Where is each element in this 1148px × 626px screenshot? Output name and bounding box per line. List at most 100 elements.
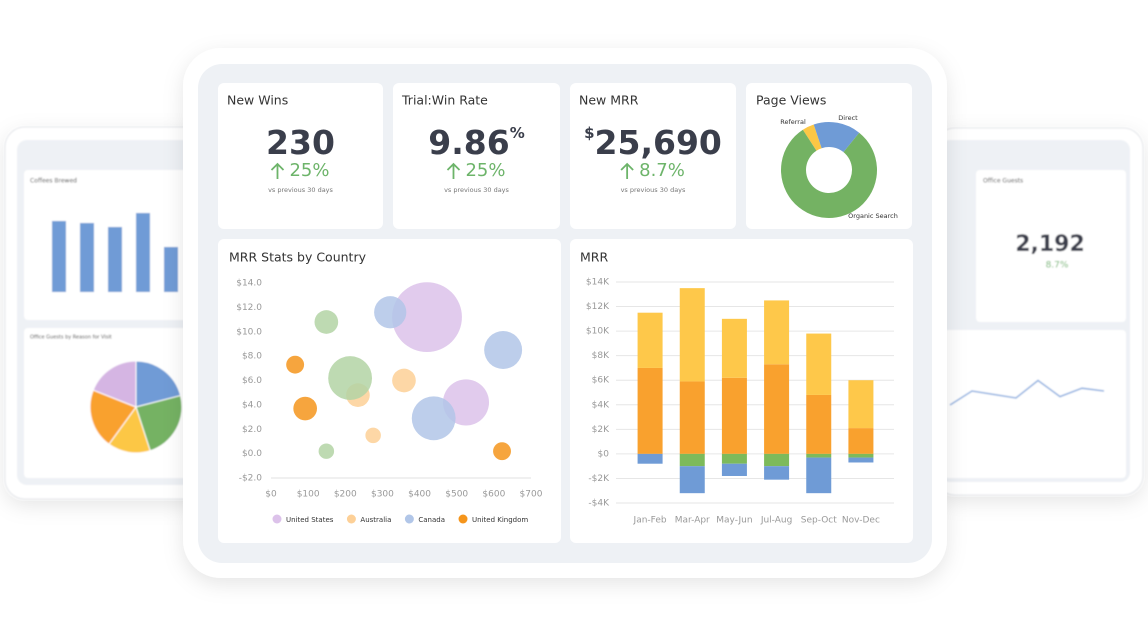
y-tick-label: $12K: [586, 302, 610, 312]
x-tick-label: $100: [297, 490, 320, 500]
bar-segment: [637, 367, 663, 454]
chart-title: Page Views: [756, 93, 826, 108]
up-arrow: [620, 162, 634, 179]
bg-bar: [108, 227, 122, 292]
bubble: [365, 427, 381, 444]
x-tick-label: Sep-Oct: [801, 516, 837, 526]
bubble: [374, 296, 407, 329]
kpi-value: $25,690: [584, 123, 722, 162]
kpi-note: vs previous 30 days: [444, 186, 509, 194]
bar-segment: [764, 453, 790, 467]
x-tick-label: $200: [334, 490, 357, 500]
x-tick-label: May-Jun: [716, 516, 752, 526]
bg-bar: [80, 223, 94, 292]
chart-title: MRR Stats by Country: [229, 250, 367, 265]
kpi-value: 230: [266, 123, 335, 162]
bubble: [318, 443, 335, 459]
bar-segment: [848, 457, 874, 463]
bg-bar: [136, 213, 150, 292]
y-tick-label: $8K: [592, 351, 610, 361]
legend-label: United States: [286, 516, 334, 524]
donut-slice: [802, 124, 822, 151]
bar-segment: [679, 288, 705, 382]
bubble: [392, 368, 416, 393]
bg-pie-slice: [92, 360, 137, 408]
y-tick-label: $0: [598, 449, 610, 459]
bar-segment: [764, 364, 790, 454]
kpi-prefix: $: [584, 124, 594, 142]
legend-label: Canada: [418, 516, 445, 524]
x-tick-label: Jan-Feb: [633, 516, 667, 526]
bg-line: [949, 379, 1105, 406]
bg-bar: [164, 247, 178, 292]
bar-segment: [679, 381, 705, 454]
bar-segment: [721, 377, 747, 454]
card: [393, 83, 560, 229]
bubble: [484, 331, 523, 370]
x-tick-label: Mar-Apr: [675, 516, 710, 526]
slice-label: Organic Search: [848, 212, 898, 220]
bg-kpi-value: 2,192: [1015, 232, 1085, 257]
bar-segment: [764, 466, 790, 480]
kpi-change: 25%: [465, 160, 505, 181]
kpi-change: 25%: [289, 160, 329, 181]
x-tick-label: $600: [482, 490, 505, 500]
legend-label: United Kingdom: [472, 516, 528, 524]
chart-title: MRR: [580, 250, 608, 265]
bubble: [314, 310, 339, 334]
bar-segment: [679, 466, 705, 494]
y-tick-label: $2.0: [242, 425, 262, 435]
bg-pie-slice: [89, 389, 137, 445]
kpi-title: New MRR: [579, 93, 639, 108]
right-card: [944, 330, 1126, 478]
y-tick-label: $6.0: [242, 376, 262, 386]
up-arrow: [270, 162, 285, 179]
bubble: [493, 442, 511, 461]
y-tick-label: -$4K: [588, 499, 610, 509]
bar-segment: [848, 453, 874, 458]
x-tick-label: $700: [520, 490, 543, 500]
y-tick-label: $2K: [592, 425, 610, 435]
y-tick-label: $6K: [592, 376, 610, 386]
kpi-title: New Wins: [227, 93, 288, 108]
kpi-note: vs previous 30 days: [268, 186, 333, 194]
y-tick-label: $0.0: [242, 449, 262, 459]
bar-segment: [637, 312, 663, 368]
card: [218, 83, 383, 229]
legend-swatch: [404, 514, 414, 524]
bar-segment: [806, 333, 832, 395]
up-arrow: [446, 162, 461, 179]
kpi-title: Trial:Win Rate: [401, 93, 488, 108]
kpi-number: 9.86: [428, 123, 509, 162]
bubble: [293, 396, 318, 421]
y-tick-label: -$2K: [588, 474, 610, 484]
bg-bar: [52, 221, 66, 292]
bar-segment: [637, 453, 663, 464]
y-tick-label: -$2.0: [239, 474, 263, 484]
card: [570, 83, 736, 229]
bubble: [328, 356, 373, 400]
donut-slice: [780, 129, 878, 218]
x-tick-label: Nov-Dec: [842, 516, 880, 526]
donut-slice: [813, 121, 860, 153]
bar-segment: [721, 463, 747, 476]
x-tick-label: $0: [265, 490, 277, 500]
bar-segment: [721, 453, 747, 464]
bar-segment: [806, 394, 832, 454]
right-card: [976, 170, 1126, 322]
y-tick-label: $10K: [586, 327, 610, 337]
legend-swatch: [458, 514, 468, 524]
kpi-number: 230: [266, 123, 335, 162]
bubble: [411, 396, 456, 441]
bar-segment: [806, 457, 832, 494]
y-tick-label: $8.0: [242, 352, 262, 362]
y-tick-label: $12.0: [236, 303, 262, 313]
bg-title: Coffees Brewed: [30, 178, 77, 185]
card: [218, 239, 561, 543]
bg-title: Office Guests by Reason for Visit: [30, 335, 112, 341]
bar-segment: [848, 428, 874, 454]
y-tick-label: $4.0: [242, 400, 262, 410]
